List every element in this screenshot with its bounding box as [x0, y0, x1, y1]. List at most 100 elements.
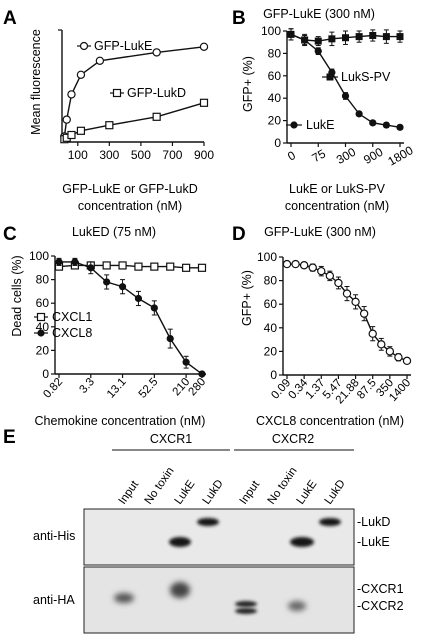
panel-letter-a: A	[3, 8, 17, 29]
data-point-cxcl8-1	[71, 258, 79, 266]
data-point-series-0	[334, 278, 343, 288]
data-point-luke-1	[314, 47, 322, 55]
data-point-cxcl8-1	[182, 358, 190, 366]
y-tick-label: 40	[268, 91, 282, 105]
data-point-cxcl1-0	[197, 263, 207, 272]
data-point-cxcl1-0	[150, 262, 159, 271]
data-point-luke-1	[287, 30, 295, 38]
data-point-gfp-lukd-1	[67, 130, 76, 140]
data-point-cxcl1-0	[134, 262, 143, 271]
legend-marker-gfp-luke	[79, 41, 89, 51]
y-tick-label: 100	[257, 250, 277, 264]
blot-band-luke	[169, 537, 191, 547]
x-tick-label: 500	[131, 148, 151, 162]
panel-a-ylabel: Mean fluorescence	[29, 29, 43, 135]
data-point-series-0	[359, 309, 369, 318]
legend-marker-luks-pv	[326, 73, 334, 81]
blot-band-label-cxcr2: -CXCR2	[357, 599, 404, 613]
x-tick-label: 280	[186, 376, 208, 398]
data-point-series-0	[308, 263, 317, 272]
chart-panel-d: 0204060801000.090.341.375.4721.8887.5350…	[257, 250, 413, 406]
data-point-series-0	[299, 261, 309, 270]
panel-letter-b: B	[232, 8, 246, 29]
blot-band-cxcr1	[114, 593, 134, 603]
data-point-series-0	[402, 356, 412, 366]
panel-d-xlabel: CXCL8 concentration (nM)	[256, 414, 404, 428]
x-tick-label: 300	[334, 145, 359, 167]
data-point-series-0	[377, 340, 386, 349]
data-point-luke-1	[396, 123, 404, 131]
blot-panel-e: CXCR1 CXCR2 Input No toxin LukE LukD Inp…	[33, 432, 404, 634]
panel-d-ylabel: GFP+ (%)	[240, 270, 254, 326]
y-tick-label: 80	[36, 273, 50, 287]
x-tick-label: 300	[99, 148, 119, 162]
x-tick-label: 52.5	[137, 376, 161, 401]
legend-label-cxcl1: CXCL1	[52, 310, 92, 324]
data-point-cxcl8-1	[118, 283, 127, 291]
blot-lane-label: LukD	[201, 478, 226, 507]
data-point-cxcl8-1	[198, 370, 206, 378]
panel-c-ylabel: Dead cells (%)	[10, 255, 24, 336]
data-point-gfp-luke-0	[62, 115, 71, 124]
y-tick-label: 0	[270, 368, 277, 382]
data-point-series-0	[282, 259, 292, 269]
blot-band-label-cxcr1: -CXCR1	[357, 582, 404, 596]
data-point-gfp-luke-0	[76, 70, 86, 80]
x-tick-label: 75	[309, 146, 328, 165]
panel-letter-c: C	[3, 224, 17, 245]
y-tick-label: 0	[274, 136, 281, 150]
blot-band-cxcr2	[235, 608, 257, 614]
panel-letter-d: D	[232, 224, 246, 245]
x-tick-label: 900	[361, 145, 386, 167]
blot-row-label-anti-his: anti-His	[33, 529, 75, 543]
data-point-luks-pv-0	[396, 33, 404, 41]
blot-lane-label: LukE	[295, 478, 320, 507]
x-tick-label: 900	[194, 148, 214, 162]
legend-label-luks-pv: LukS-PV	[341, 70, 391, 84]
panel-a-xlabel-line2: concentration (nM)	[78, 199, 182, 213]
data-point-cxcl8-1	[134, 294, 143, 303]
panel-b-xlabel-line2: concentration (nM)	[285, 199, 389, 213]
data-point-luks-pv-0	[382, 33, 390, 41]
y-tick-label: 80	[268, 46, 282, 60]
legend-marker-gfp-lukd	[112, 88, 122, 98]
y-tick-label: 40	[264, 321, 278, 335]
data-point-series-0	[351, 297, 360, 307]
data-point-cxcl8-1	[103, 278, 111, 286]
legend-label-gfp-lukd: GFP-LukD	[127, 86, 186, 100]
data-point-luks-pv-0	[328, 35, 336, 43]
y-tick-label: 100	[29, 249, 49, 263]
data-point-luke-1	[301, 36, 309, 44]
x-tick-label: 0	[285, 148, 298, 164]
data-point-gfp-lukd-1	[199, 98, 209, 107]
data-point-luke-1	[382, 121, 390, 129]
chart-panel-a: 100 300 500 700 900	[58, 29, 214, 162]
data-point-luks-pv-0	[355, 33, 363, 41]
series-line-cxcl8-1	[59, 261, 203, 375]
data-point-gfp-luke-0	[152, 48, 161, 57]
blot-lane-label: LukD	[323, 478, 348, 507]
series-line-cxcl1-0	[58, 264, 202, 269]
data-point-luks-pv-0	[314, 37, 322, 45]
data-point-luke-1	[341, 92, 350, 100]
panel-c-xlabel: Chemokine concentration (nM)	[35, 414, 206, 428]
x-tick-label: 3.3	[77, 376, 97, 396]
y-tick-label: 60	[268, 69, 282, 83]
blot-lane-label: Input	[117, 478, 142, 506]
panel-b-title: GFP-LukE (300 nM)	[263, 7, 375, 21]
legend-label-gfp-luke: GFP-LukE	[94, 39, 152, 53]
data-point-series-0	[291, 259, 300, 269]
data-point-cxcl8-1	[166, 335, 174, 343]
data-point-cxcl8-1	[55, 258, 63, 266]
data-point-series-0	[394, 353, 403, 362]
y-tick-label: 20	[264, 344, 278, 358]
data-point-gfp-lukd-1	[105, 121, 114, 130]
blot-group-label-cxcr1: CXCR1	[150, 432, 192, 446]
blot-membrane-anti-his	[83, 508, 355, 566]
panel-c-title: LukED (75 nM)	[72, 225, 156, 239]
data-point-luks-pv-0	[342, 34, 349, 42]
y-tick-label: 20	[36, 343, 50, 357]
x-tick-label: 100	[68, 148, 88, 162]
legend-marker-luke	[290, 121, 298, 129]
data-point-gfp-luke-0	[199, 42, 209, 52]
